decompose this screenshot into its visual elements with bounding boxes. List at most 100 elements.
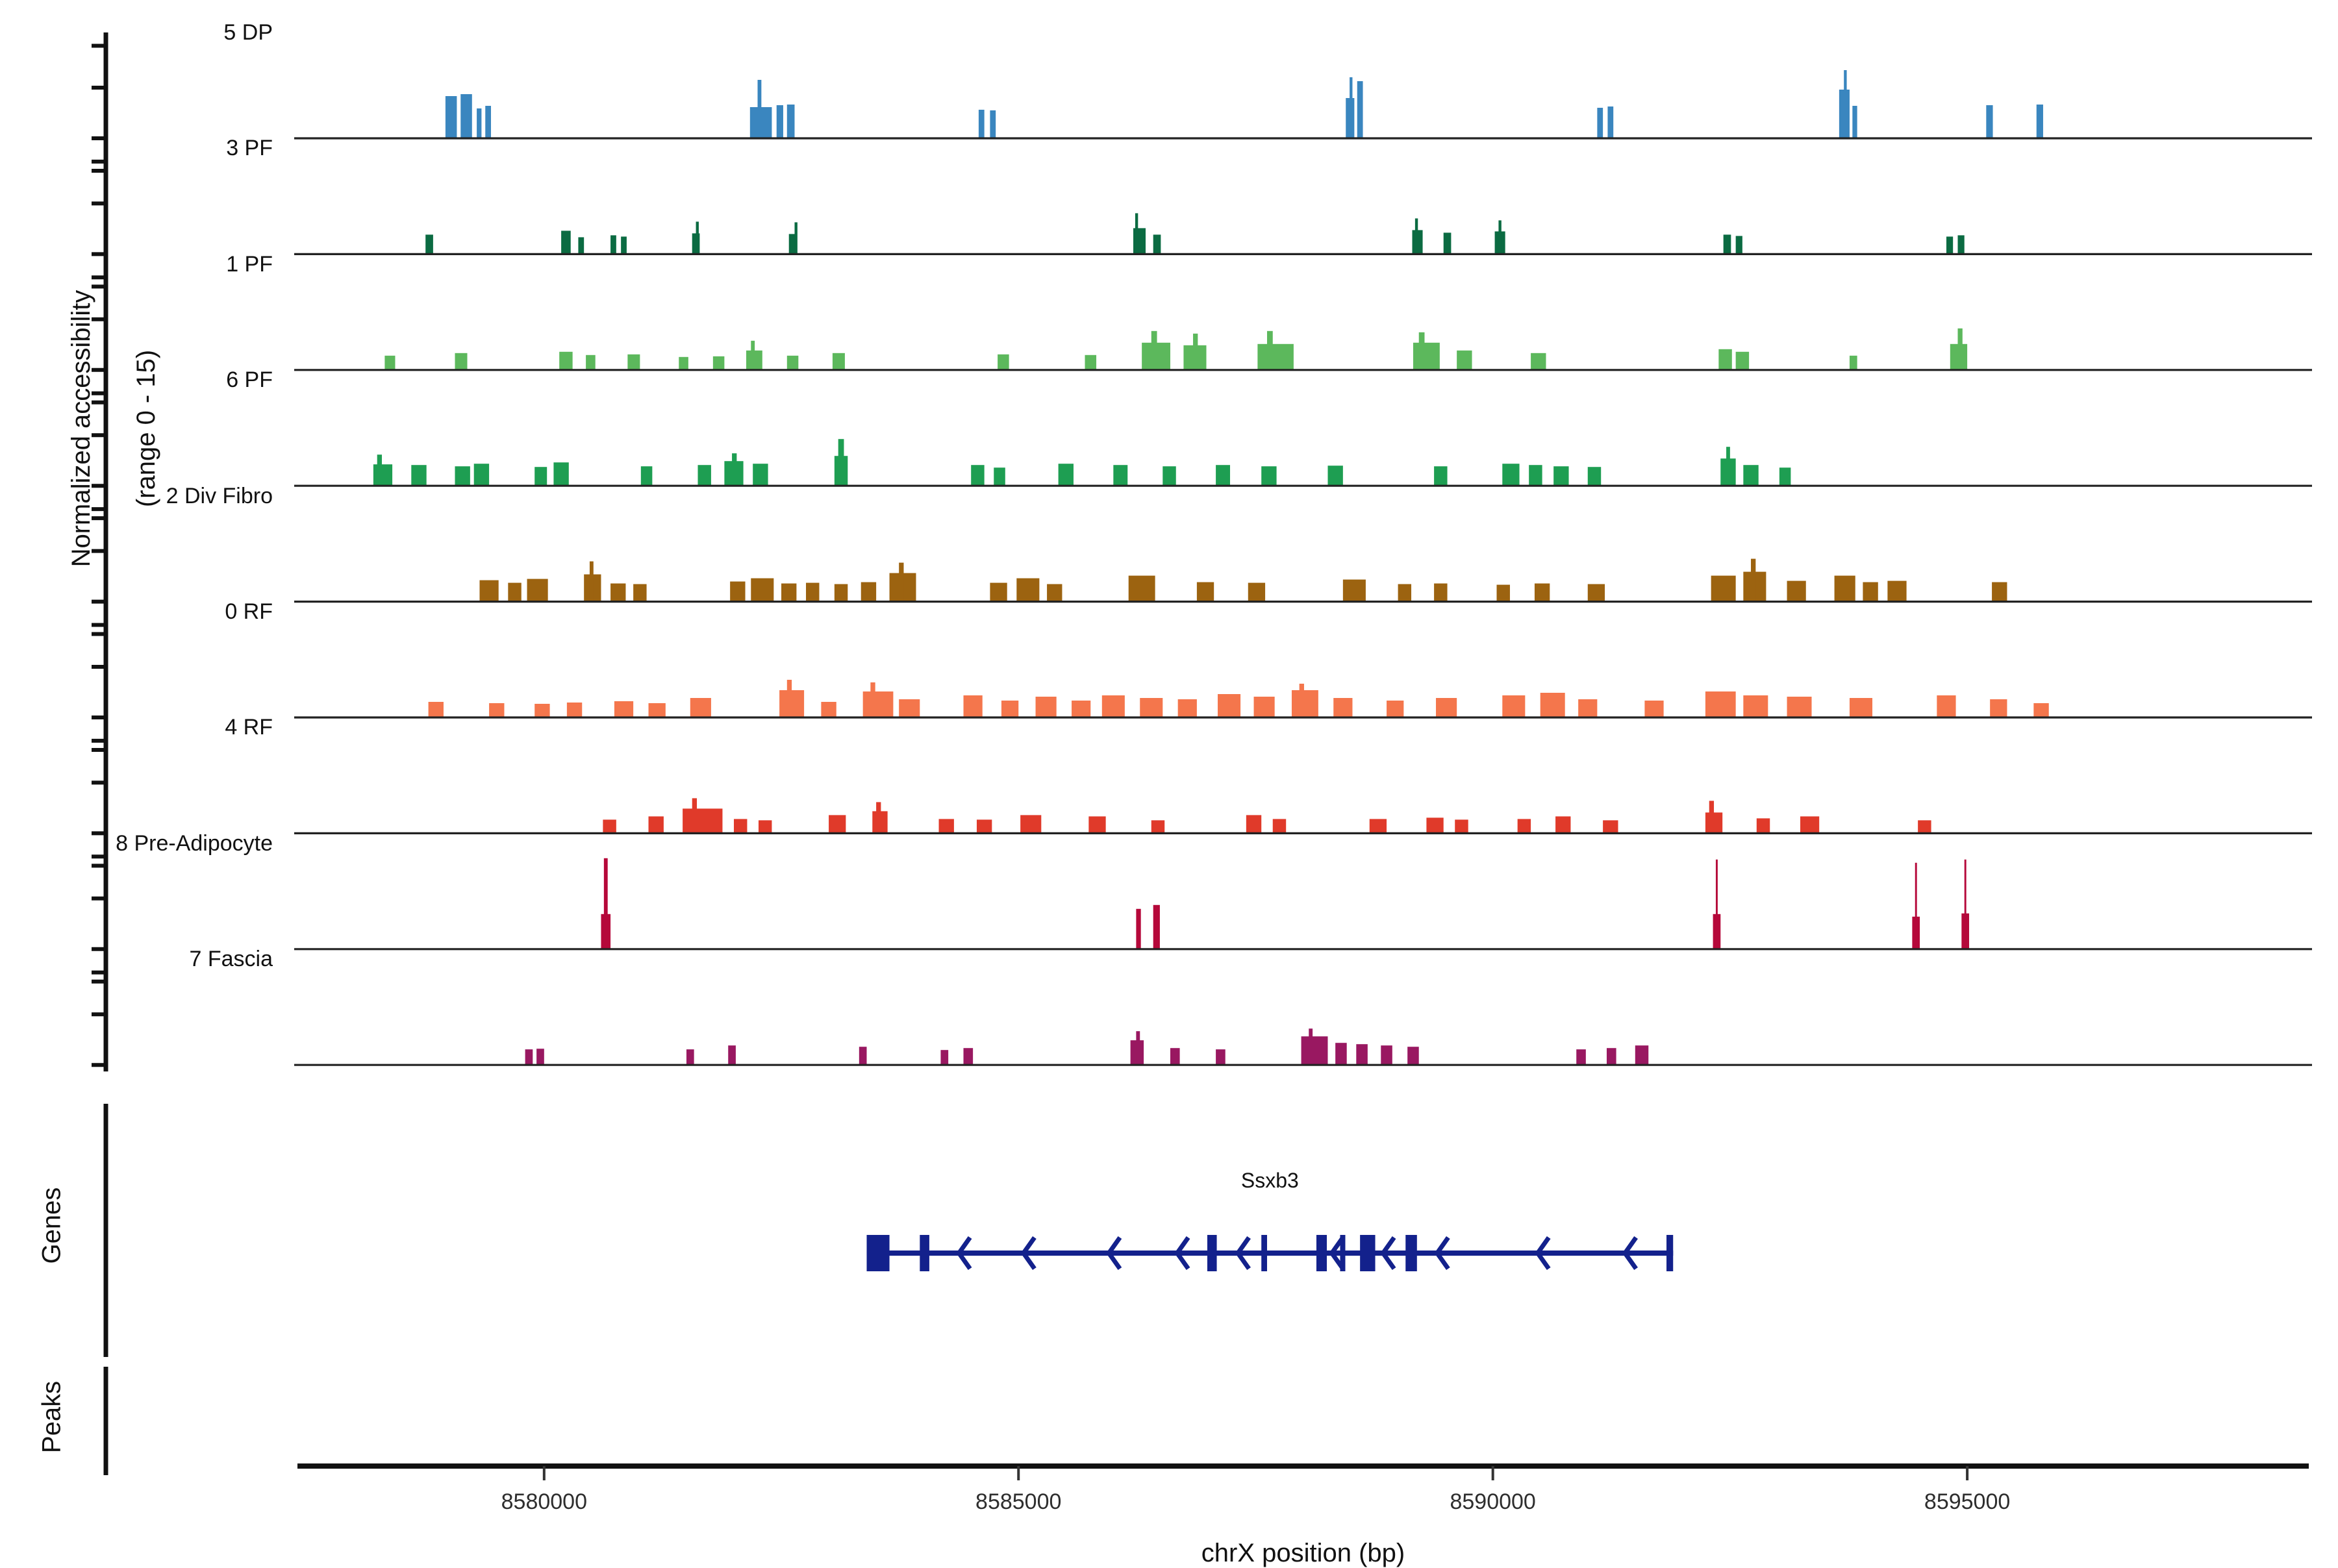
coverage-segment (473, 464, 490, 486)
coverage-segment (578, 237, 584, 255)
coverage-segment (1196, 582, 1214, 602)
coverage-segment (1849, 355, 1857, 370)
coverage-segment (1800, 816, 1820, 834)
coverage-segment (1058, 464, 1074, 486)
coverage-segment (1333, 698, 1353, 717)
gene-exon (1316, 1235, 1327, 1271)
coverage-segment (1555, 816, 1571, 834)
coverage-segment (1644, 701, 1664, 717)
coverage-segment (1723, 234, 1731, 255)
coverage-segment (786, 355, 799, 370)
coverage-segment (1844, 70, 1847, 138)
coverage-segment (2036, 105, 2043, 138)
coverage-segment (1101, 695, 1125, 717)
coverage-segment (1140, 698, 1163, 717)
coverage-segment (1553, 466, 1569, 486)
coverage-segment (1957, 235, 1965, 255)
coverage-track (294, 558, 2312, 603)
x-axis-tick-label: 8580000 (501, 1489, 587, 1514)
y-axis-label-line2: (range 0 - 15) (132, 349, 160, 508)
coverage-segment (1743, 695, 1768, 717)
coverage-segment (1743, 465, 1759, 486)
coverage-track (294, 680, 2312, 719)
coverage-segment (696, 221, 699, 255)
gene-exon (1360, 1235, 1376, 1271)
coverage-segment (1246, 815, 1262, 834)
coverage-segment (758, 820, 772, 834)
coverage-segment (832, 353, 845, 370)
coverage-segment (1257, 343, 1294, 370)
coverage-segment (733, 819, 748, 834)
coverage-segment (534, 467, 547, 486)
coverage-segment (1135, 213, 1138, 255)
coverage-segment (1715, 859, 1718, 949)
coverage-segment (1088, 816, 1106, 834)
coverage-segment (994, 467, 1005, 486)
coverage-segment (1085, 355, 1097, 370)
coverage-segment (1072, 701, 1091, 717)
coverage-segment (1787, 580, 1806, 602)
coverage-segment (425, 234, 433, 255)
coverage-segment (603, 819, 616, 834)
coverage-segment (899, 699, 920, 717)
gene-strand-arrow (1380, 1236, 1396, 1271)
coverage-segment (899, 562, 904, 602)
coverage-segment (1990, 699, 2007, 717)
coverage-segment (460, 94, 472, 138)
coverage-segment (559, 351, 573, 370)
coverage-segment (1369, 819, 1387, 834)
coverage-segment (621, 236, 627, 255)
coverage-segment (1133, 228, 1146, 255)
coverage-segment (1291, 690, 1318, 717)
coverage-segment (1915, 862, 1917, 949)
gene-exon (1340, 1235, 1346, 1271)
coverage-segment (1992, 582, 2007, 602)
coverage-segment (794, 222, 798, 255)
coverage-track (294, 439, 2312, 487)
coverage-segment (428, 702, 444, 717)
coverage-segment (455, 353, 468, 370)
gene-model[interactable] (866, 1235, 1674, 1271)
coverage-segment (781, 583, 797, 602)
coverage-segment (938, 819, 954, 834)
coverage-segment (1407, 1047, 1419, 1065)
coverage-segment (1248, 582, 1266, 602)
coverage-segment (1261, 466, 1277, 486)
coverage-segment (1787, 697, 1812, 717)
coverage-segment (862, 691, 894, 717)
coverage-segment (978, 110, 985, 138)
coverage-segment (1751, 558, 1756, 602)
coverage-segment (1986, 105, 1993, 138)
coverage-segment (1327, 466, 1343, 486)
coverage-segment (1216, 1049, 1226, 1065)
coverage-segment (690, 698, 711, 717)
coverage-segment (683, 808, 723, 834)
coverage-segment (455, 466, 470, 486)
coverage-track (294, 798, 2312, 835)
coverage-segment (732, 453, 737, 486)
coverage-segment (1387, 701, 1404, 717)
coverage-segment (788, 234, 797, 255)
coverage-segment (1151, 330, 1157, 370)
coverage-segment (1517, 819, 1531, 834)
y-axis-label-line1: Normalized accessibility (67, 290, 95, 567)
coverage-segment (1946, 236, 1954, 255)
coverage-segment (445, 96, 457, 138)
track-label-1-pf: 1 PF (226, 251, 273, 277)
coverage-segment (1309, 1028, 1313, 1065)
coverage-segment (1937, 695, 1956, 717)
coverage-segment (963, 695, 983, 717)
coverage-segment (1398, 584, 1412, 602)
coverage-segment (1136, 1031, 1140, 1065)
coverage-segment (806, 582, 820, 602)
coverage-segment (1711, 575, 1736, 602)
coverage-segment (1020, 815, 1042, 834)
gene-strand-arrow (1174, 1236, 1190, 1271)
gene-strand-arrow (1235, 1236, 1251, 1271)
coverage-segment (1502, 464, 1520, 486)
coverage-segment (1779, 467, 1791, 486)
coverage-segment (829, 815, 846, 834)
coverage-segment (1635, 1045, 1649, 1065)
track-label-7-fascia: 7 Fascia (189, 947, 273, 972)
coverage-segment (586, 355, 596, 370)
